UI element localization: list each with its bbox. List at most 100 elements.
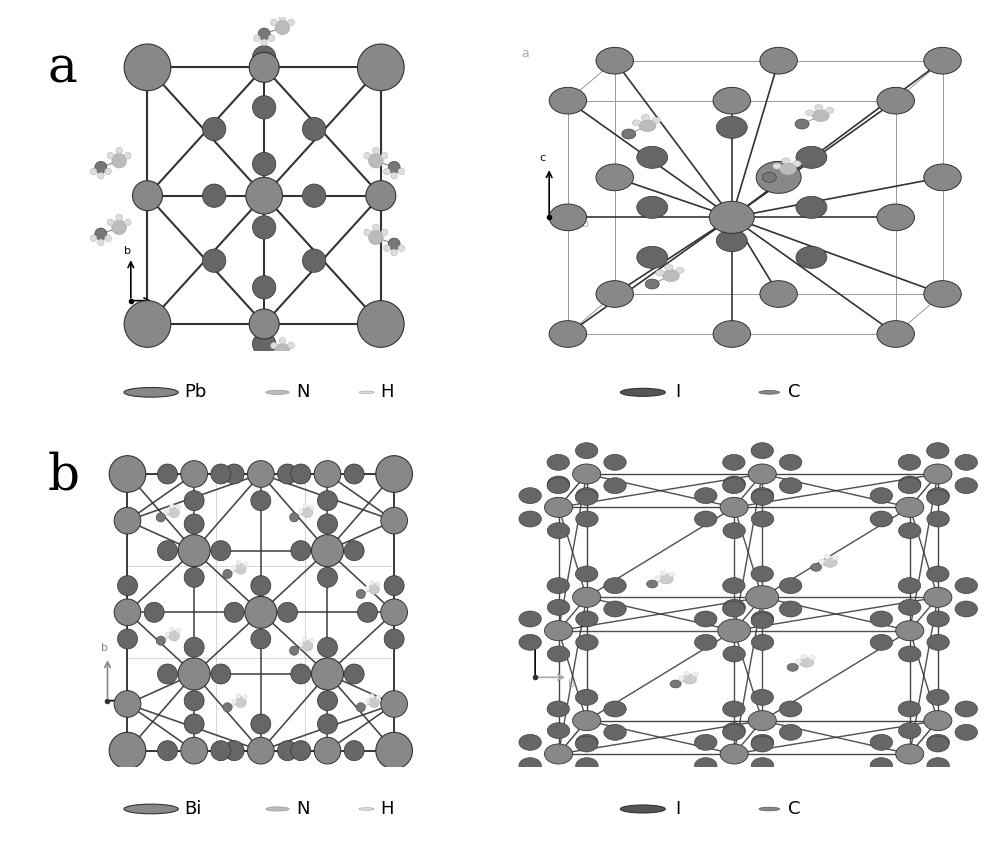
Circle shape: [105, 235, 111, 241]
Circle shape: [899, 723, 921, 739]
Circle shape: [659, 574, 673, 584]
Circle shape: [317, 568, 337, 588]
Circle shape: [289, 646, 299, 655]
Text: b: b: [47, 450, 79, 500]
Circle shape: [782, 158, 790, 164]
Circle shape: [258, 352, 270, 364]
Circle shape: [927, 511, 949, 527]
Circle shape: [815, 104, 823, 110]
Circle shape: [359, 807, 374, 811]
Text: N: N: [296, 800, 310, 818]
Circle shape: [384, 168, 390, 174]
Circle shape: [723, 724, 745, 740]
Circle shape: [927, 490, 949, 505]
Circle shape: [573, 588, 601, 608]
Circle shape: [116, 148, 122, 154]
Circle shape: [810, 563, 822, 571]
Circle shape: [369, 697, 379, 707]
Circle shape: [184, 637, 204, 657]
Circle shape: [376, 695, 381, 700]
Circle shape: [112, 154, 126, 168]
Circle shape: [235, 697, 246, 707]
Circle shape: [202, 117, 226, 141]
Circle shape: [898, 578, 921, 594]
Circle shape: [637, 247, 668, 268]
Circle shape: [247, 461, 274, 487]
Circle shape: [236, 694, 241, 699]
Circle shape: [896, 497, 924, 517]
Circle shape: [547, 476, 570, 492]
Circle shape: [247, 737, 274, 764]
Circle shape: [369, 583, 379, 595]
Circle shape: [670, 680, 681, 688]
Circle shape: [291, 740, 311, 760]
Circle shape: [170, 503, 174, 509]
Circle shape: [751, 611, 774, 627]
Circle shape: [302, 184, 326, 207]
Circle shape: [288, 19, 294, 26]
Circle shape: [823, 557, 837, 568]
Circle shape: [176, 628, 181, 633]
Text: b: b: [582, 220, 589, 229]
Circle shape: [575, 443, 598, 458]
Text: c: c: [526, 620, 532, 629]
Circle shape: [655, 575, 661, 581]
Circle shape: [356, 703, 365, 712]
Circle shape: [576, 511, 598, 527]
Circle shape: [243, 695, 247, 700]
Circle shape: [637, 196, 668, 219]
Circle shape: [317, 691, 337, 711]
Circle shape: [716, 116, 747, 138]
Circle shape: [723, 523, 745, 539]
Circle shape: [713, 320, 751, 347]
Circle shape: [519, 758, 541, 773]
Circle shape: [251, 575, 271, 595]
Circle shape: [157, 464, 177, 484]
Circle shape: [547, 701, 569, 717]
Circle shape: [751, 490, 773, 505]
Circle shape: [370, 581, 374, 585]
Circle shape: [124, 219, 131, 226]
Circle shape: [547, 646, 570, 662]
Circle shape: [90, 235, 97, 241]
Circle shape: [795, 119, 809, 129]
Circle shape: [519, 734, 541, 750]
Circle shape: [759, 807, 780, 811]
Circle shape: [258, 28, 270, 40]
Circle shape: [547, 477, 569, 494]
Circle shape: [678, 675, 685, 681]
Circle shape: [773, 163, 781, 169]
Circle shape: [955, 578, 977, 594]
Circle shape: [709, 201, 754, 233]
Circle shape: [232, 699, 237, 703]
Circle shape: [898, 477, 921, 494]
Text: I: I: [676, 384, 681, 401]
Circle shape: [275, 344, 290, 358]
Circle shape: [596, 280, 633, 307]
Circle shape: [760, 280, 797, 307]
Circle shape: [723, 646, 745, 662]
Circle shape: [544, 497, 573, 517]
Circle shape: [596, 164, 633, 191]
Circle shape: [344, 464, 364, 484]
Circle shape: [898, 701, 921, 717]
Circle shape: [596, 48, 633, 74]
Circle shape: [801, 654, 807, 659]
Circle shape: [549, 204, 587, 231]
Circle shape: [365, 586, 370, 590]
Circle shape: [547, 523, 570, 539]
Circle shape: [519, 611, 541, 627]
Circle shape: [695, 734, 717, 750]
Circle shape: [236, 561, 241, 565]
Circle shape: [927, 611, 949, 627]
Circle shape: [870, 734, 893, 750]
Circle shape: [716, 230, 747, 252]
Circle shape: [211, 464, 231, 484]
Circle shape: [576, 635, 598, 650]
Circle shape: [676, 267, 684, 273]
Circle shape: [645, 279, 659, 289]
Circle shape: [824, 555, 831, 559]
Circle shape: [748, 711, 776, 731]
Circle shape: [899, 476, 921, 492]
Circle shape: [357, 44, 404, 90]
